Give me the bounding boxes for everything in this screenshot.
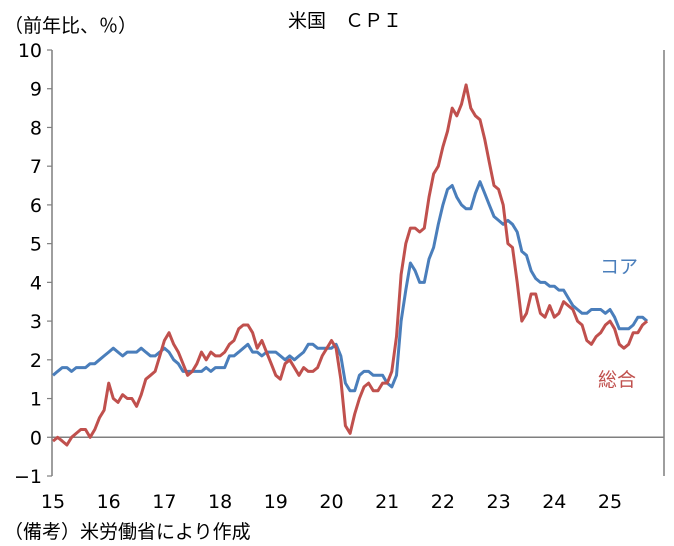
- source-note: （備考）米労働省により作成: [4, 521, 251, 543]
- y-tick-label: 9: [30, 79, 42, 101]
- series-line-headline: [52, 83, 649, 447]
- y-axis-unit-label: （前年比、％）: [4, 15, 137, 37]
- x-tick-label: 16: [97, 491, 121, 513]
- y-tick-label: 0: [30, 427, 42, 449]
- x-tick-label: 19: [264, 491, 288, 513]
- y-tick-label: 2: [30, 350, 42, 372]
- y-tick-label: −1: [14, 466, 42, 488]
- legend-label-core: コア: [600, 256, 638, 278]
- y-tick-label: 7: [30, 156, 42, 178]
- x-tick-label: 23: [487, 491, 511, 513]
- x-tick-label: 17: [152, 491, 176, 513]
- x-tick-label: 22: [431, 491, 455, 513]
- y-tick-label: 1: [30, 389, 42, 411]
- y-tick-label: 6: [30, 195, 42, 217]
- x-tick-label: 18: [208, 491, 232, 513]
- x-tick-label: 20: [319, 491, 343, 513]
- x-tick-label: 24: [542, 491, 566, 513]
- legend-label-headline: 総合: [598, 369, 636, 391]
- x-tick-label: 25: [598, 491, 622, 513]
- y-tick-label: 8: [30, 117, 42, 139]
- y-tick-label: 5: [30, 234, 42, 256]
- y-tick-label: 3: [30, 311, 42, 333]
- series-line-core: [52, 180, 649, 393]
- y-tick-label: 10: [18, 40, 42, 62]
- x-tick-label: 15: [41, 491, 65, 513]
- chart-title: 米国 ＣＰＩ: [288, 10, 402, 32]
- y-tick-label: 4: [30, 272, 42, 294]
- x-tick-label: 21: [375, 491, 399, 513]
